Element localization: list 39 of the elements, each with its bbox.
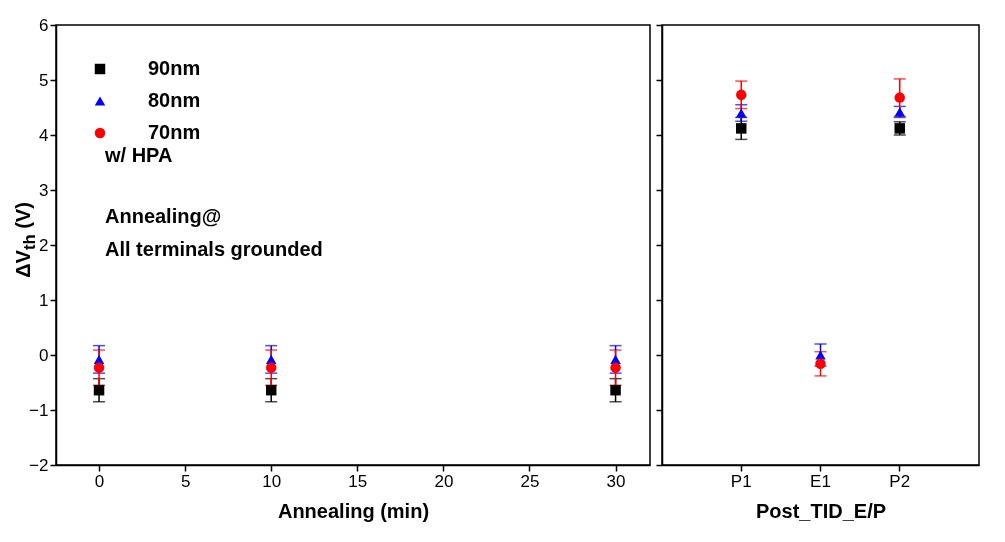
- y-tick-label: 6: [39, 15, 49, 35]
- point: [265, 362, 277, 373]
- legend-label: 70nm: [148, 121, 201, 143]
- point: [815, 358, 826, 370]
- x-tick-label: E1: [810, 471, 831, 491]
- legend-label: 80nm: [148, 89, 201, 111]
- point: [93, 362, 105, 373]
- point: [736, 123, 747, 134]
- annotation: w/ HPA: [104, 144, 173, 166]
- annotation: All terminals grounded: [105, 238, 323, 260]
- x-tick-label: P1: [730, 471, 752, 491]
- point: [736, 89, 747, 101]
- x-axis-title: Annealing (min): [277, 499, 430, 522]
- point: [265, 384, 277, 396]
- x-tick-label: 5: [180, 471, 191, 491]
- y-tick-label: 1: [39, 290, 49, 310]
- x-tick-label: 25: [520, 471, 540, 491]
- y-tick-label: 0: [39, 345, 49, 365]
- point: [610, 362, 621, 373]
- y-tick-label: 4: [39, 125, 49, 145]
- y-tick-label: −1: [29, 400, 49, 420]
- y-tick-label: 2: [39, 235, 49, 255]
- x-tick-label: 0: [94, 471, 105, 491]
- x-tick-label: 20: [434, 471, 454, 491]
- y-tick-label: 5: [39, 70, 49, 90]
- y-tick-label: 3: [39, 180, 49, 200]
- legend-label: 90nm: [148, 57, 201, 79]
- point: [610, 384, 621, 396]
- x-tick-label: P2: [889, 471, 911, 491]
- annotation: Annealing@: [105, 205, 222, 227]
- x-tick-label: 15: [348, 471, 368, 491]
- point: [736, 108, 747, 118]
- point: [894, 92, 905, 103]
- x-axis-title: Post_TID_E/P: [755, 499, 887, 522]
- x-tick-label: 10: [262, 471, 282, 491]
- x-tick-label: 30: [606, 471, 626, 491]
- y-tick-label: −2: [29, 455, 49, 475]
- point: [815, 350, 826, 360]
- point: [93, 384, 105, 396]
